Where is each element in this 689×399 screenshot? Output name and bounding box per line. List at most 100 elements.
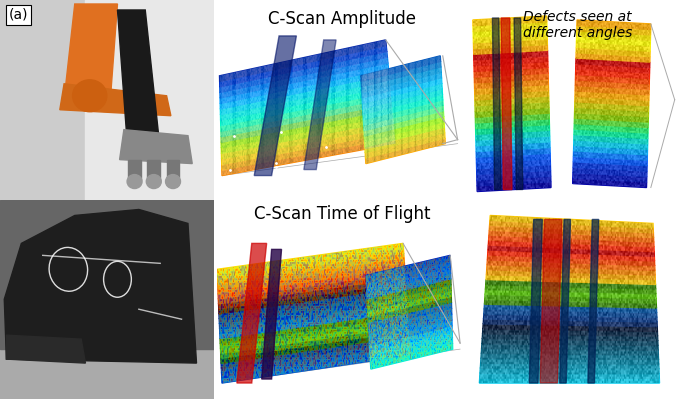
Polygon shape <box>575 113 648 122</box>
Polygon shape <box>475 79 548 89</box>
Polygon shape <box>488 245 655 256</box>
Polygon shape <box>222 132 395 170</box>
Polygon shape <box>367 279 451 304</box>
Polygon shape <box>475 85 548 94</box>
Text: C-Scan Amplitude: C-Scan Amplitude <box>269 10 416 28</box>
Polygon shape <box>482 334 658 341</box>
Polygon shape <box>364 116 444 142</box>
Polygon shape <box>361 56 440 81</box>
Polygon shape <box>476 130 550 140</box>
Polygon shape <box>576 47 650 57</box>
Polygon shape <box>483 324 657 332</box>
Polygon shape <box>365 133 445 158</box>
Polygon shape <box>493 18 501 190</box>
Polygon shape <box>222 138 395 176</box>
Polygon shape <box>481 354 659 359</box>
Polygon shape <box>262 249 282 379</box>
Polygon shape <box>371 343 453 369</box>
Polygon shape <box>362 67 441 92</box>
Polygon shape <box>574 124 648 133</box>
Polygon shape <box>575 85 649 95</box>
Polygon shape <box>220 326 409 358</box>
Polygon shape <box>588 219 599 383</box>
Polygon shape <box>221 120 394 159</box>
Polygon shape <box>220 321 409 354</box>
Polygon shape <box>476 136 550 146</box>
Polygon shape <box>576 58 650 67</box>
Circle shape <box>72 80 107 112</box>
Polygon shape <box>575 75 650 84</box>
Polygon shape <box>220 302 407 334</box>
Polygon shape <box>218 263 404 294</box>
Polygon shape <box>477 170 551 180</box>
Polygon shape <box>363 89 442 114</box>
Polygon shape <box>486 280 656 289</box>
Polygon shape <box>222 126 395 164</box>
Polygon shape <box>369 326 452 352</box>
Polygon shape <box>473 16 547 26</box>
Polygon shape <box>363 100 443 125</box>
Polygon shape <box>484 314 657 322</box>
Polygon shape <box>484 299 657 308</box>
Polygon shape <box>485 294 656 303</box>
Polygon shape <box>365 127 444 153</box>
Polygon shape <box>222 346 410 378</box>
Polygon shape <box>221 340 410 373</box>
Polygon shape <box>218 273 405 304</box>
Polygon shape <box>484 304 657 313</box>
Polygon shape <box>490 215 653 228</box>
Polygon shape <box>473 39 547 49</box>
Polygon shape <box>221 103 392 142</box>
Polygon shape <box>576 42 650 51</box>
Polygon shape <box>489 240 654 252</box>
Polygon shape <box>501 18 512 190</box>
Polygon shape <box>574 134 648 144</box>
Circle shape <box>146 175 161 189</box>
Polygon shape <box>575 69 650 79</box>
Polygon shape <box>487 255 655 266</box>
Polygon shape <box>573 151 648 160</box>
Polygon shape <box>368 290 451 316</box>
Text: (a): (a) <box>8 8 28 22</box>
Polygon shape <box>220 86 391 126</box>
Polygon shape <box>480 378 659 383</box>
Polygon shape <box>369 314 452 340</box>
Circle shape <box>165 175 181 189</box>
Polygon shape <box>221 109 393 148</box>
Polygon shape <box>574 140 648 149</box>
Polygon shape <box>219 297 407 329</box>
Polygon shape <box>475 107 549 117</box>
Polygon shape <box>220 51 387 93</box>
Polygon shape <box>220 40 387 81</box>
Polygon shape <box>0 200 214 349</box>
Polygon shape <box>237 243 267 383</box>
Polygon shape <box>476 142 550 152</box>
Polygon shape <box>473 22 547 32</box>
Polygon shape <box>480 373 659 378</box>
Polygon shape <box>484 309 657 317</box>
Polygon shape <box>577 31 650 40</box>
Polygon shape <box>529 219 542 383</box>
Polygon shape <box>482 344 658 350</box>
Polygon shape <box>60 84 171 116</box>
Polygon shape <box>366 261 451 287</box>
Polygon shape <box>481 358 659 364</box>
Polygon shape <box>488 250 655 261</box>
Polygon shape <box>575 91 649 100</box>
Polygon shape <box>573 173 647 182</box>
Polygon shape <box>474 62 548 71</box>
Polygon shape <box>368 296 451 322</box>
Polygon shape <box>575 102 648 111</box>
Polygon shape <box>482 339 658 346</box>
Polygon shape <box>486 270 655 280</box>
Polygon shape <box>147 160 160 180</box>
Polygon shape <box>482 329 657 336</box>
Polygon shape <box>575 96 649 106</box>
Polygon shape <box>219 287 407 319</box>
Polygon shape <box>4 209 196 363</box>
Polygon shape <box>64 4 117 100</box>
Polygon shape <box>220 80 390 120</box>
Polygon shape <box>218 253 404 284</box>
Polygon shape <box>369 308 452 334</box>
Polygon shape <box>489 235 654 247</box>
